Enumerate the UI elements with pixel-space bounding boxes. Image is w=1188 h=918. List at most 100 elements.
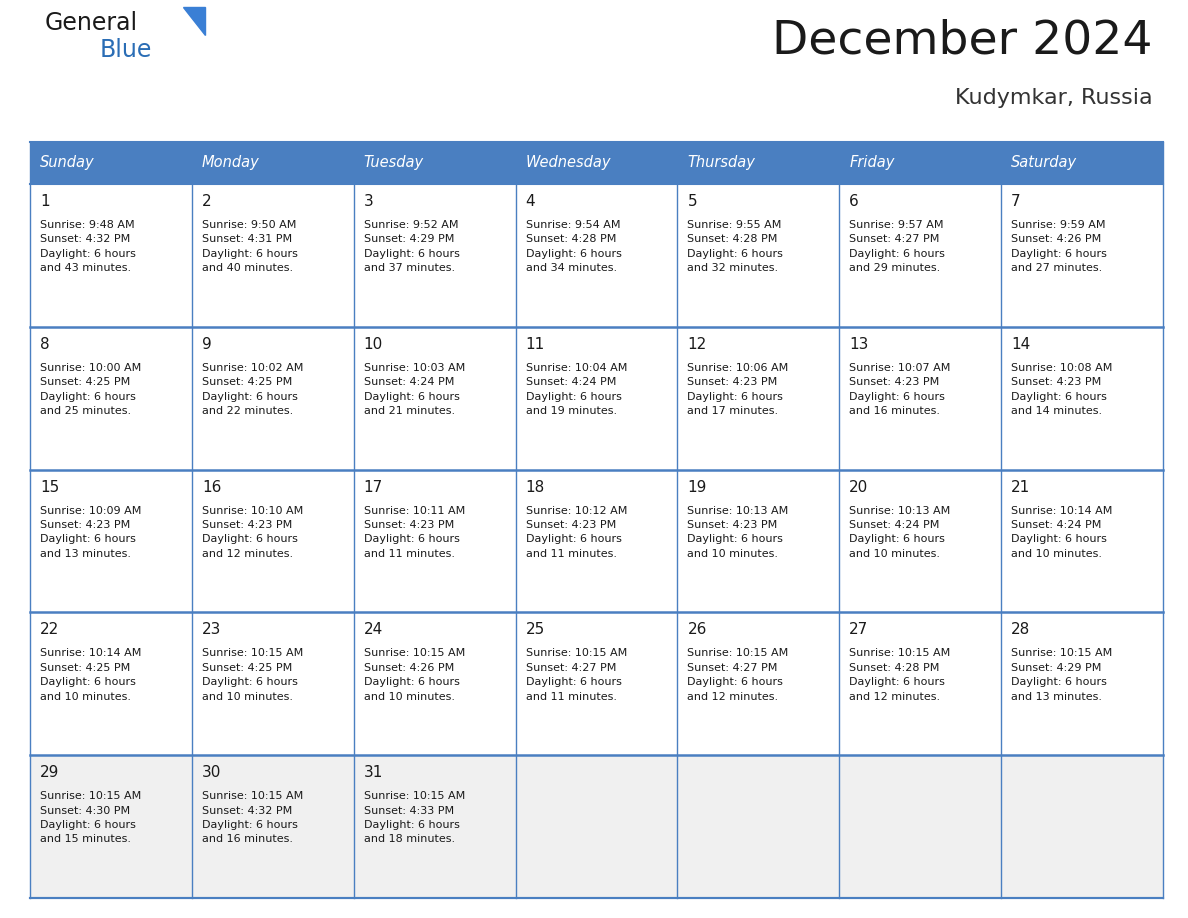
Text: Sunrise: 10:15 AM
Sunset: 4:25 PM
Daylight: 6 hours
and 10 minutes.: Sunrise: 10:15 AM Sunset: 4:25 PM Daylig… [202,648,303,701]
Text: 8: 8 [40,337,50,352]
Text: Sunrise: 9:54 AM
Sunset: 4:28 PM
Daylight: 6 hours
and 34 minutes.: Sunrise: 9:54 AM Sunset: 4:28 PM Dayligh… [525,220,621,274]
Text: 22: 22 [40,622,59,637]
Text: Sunrise: 10:09 AM
Sunset: 4:23 PM
Daylight: 6 hours
and 13 minutes.: Sunrise: 10:09 AM Sunset: 4:23 PM Daylig… [40,506,141,559]
Bar [30,612,191,756]
Bar [354,612,516,756]
Text: Sunrise: 10:14 AM
Sunset: 4:24 PM
Daylight: 6 hours
and 10 minutes.: Sunrise: 10:14 AM Sunset: 4:24 PM Daylig… [1011,506,1112,559]
Text: Sunrise: 10:12 AM
Sunset: 4:23 PM
Daylight: 6 hours
and 11 minutes.: Sunrise: 10:12 AM Sunset: 4:23 PM Daylig… [525,506,627,559]
Text: 19: 19 [688,479,707,495]
Bar [839,327,1001,470]
Text: 2: 2 [202,194,211,209]
Text: 5: 5 [688,194,697,209]
Text: 1: 1 [40,194,50,209]
Text: 21: 21 [1011,479,1030,495]
Bar [30,470,191,612]
Bar [516,756,677,898]
Bar [839,470,1001,612]
Text: Sunrise: 9:48 AM
Sunset: 4:32 PM
Daylight: 6 hours
and 43 minutes.: Sunrise: 9:48 AM Sunset: 4:32 PM Dayligh… [40,220,135,274]
Text: Sunrise: 9:52 AM
Sunset: 4:29 PM
Daylight: 6 hours
and 37 minutes.: Sunrise: 9:52 AM Sunset: 4:29 PM Dayligh… [364,220,460,274]
Text: 11: 11 [525,337,545,352]
Text: 16: 16 [202,479,221,495]
Bar [516,327,677,470]
Bar [516,612,677,756]
Text: Sunrise: 10:15 AM
Sunset: 4:32 PM
Daylight: 6 hours
and 16 minutes.: Sunrise: 10:15 AM Sunset: 4:32 PM Daylig… [202,791,303,845]
Text: Monday: Monday [202,155,260,171]
Text: 26: 26 [688,622,707,637]
Text: Sunrise: 10:07 AM
Sunset: 4:23 PM
Daylight: 6 hours
and 16 minutes.: Sunrise: 10:07 AM Sunset: 4:23 PM Daylig… [849,363,950,416]
Bar [30,327,191,470]
Text: Sunrise: 10:15 AM
Sunset: 4:33 PM
Daylight: 6 hours
and 18 minutes.: Sunrise: 10:15 AM Sunset: 4:33 PM Daylig… [364,791,465,845]
Bar [354,184,516,327]
Text: Sunrise: 10:10 AM
Sunset: 4:23 PM
Daylight: 6 hours
and 12 minutes.: Sunrise: 10:10 AM Sunset: 4:23 PM Daylig… [202,506,303,559]
Text: Kudymkar, Russia: Kudymkar, Russia [955,88,1154,108]
Bar [191,142,354,184]
Bar [354,470,516,612]
Text: Wednesday: Wednesday [525,155,611,171]
Text: General: General [45,11,138,35]
Text: Sunrise: 10:08 AM
Sunset: 4:23 PM
Daylight: 6 hours
and 14 minutes.: Sunrise: 10:08 AM Sunset: 4:23 PM Daylig… [1011,363,1112,416]
Text: Sunrise: 10:13 AM
Sunset: 4:23 PM
Daylight: 6 hours
and 10 minutes.: Sunrise: 10:13 AM Sunset: 4:23 PM Daylig… [688,506,789,559]
Text: 24: 24 [364,622,383,637]
Text: Sunrise: 10:00 AM
Sunset: 4:25 PM
Daylight: 6 hours
and 25 minutes.: Sunrise: 10:00 AM Sunset: 4:25 PM Daylig… [40,363,141,416]
Bar [354,327,516,470]
Text: Sunrise: 10:15 AM
Sunset: 4:26 PM
Daylight: 6 hours
and 10 minutes.: Sunrise: 10:15 AM Sunset: 4:26 PM Daylig… [364,648,465,701]
Text: Sunrise: 10:13 AM
Sunset: 4:24 PM
Daylight: 6 hours
and 10 minutes.: Sunrise: 10:13 AM Sunset: 4:24 PM Daylig… [849,506,950,559]
Bar [191,327,354,470]
Text: 28: 28 [1011,622,1030,637]
Bar [354,756,516,898]
Text: Tuesday: Tuesday [364,155,424,171]
Bar [191,470,354,612]
Bar [1001,327,1163,470]
Text: Sunrise: 10:03 AM
Sunset: 4:24 PM
Daylight: 6 hours
and 21 minutes.: Sunrise: 10:03 AM Sunset: 4:24 PM Daylig… [364,363,465,416]
Text: 6: 6 [849,194,859,209]
Text: Sunrise: 10:02 AM
Sunset: 4:25 PM
Daylight: 6 hours
and 22 minutes.: Sunrise: 10:02 AM Sunset: 4:25 PM Daylig… [202,363,303,416]
Bar [516,142,677,184]
Bar [677,184,839,327]
Text: 29: 29 [40,766,59,780]
Text: Sunrise: 9:50 AM
Sunset: 4:31 PM
Daylight: 6 hours
and 40 minutes.: Sunrise: 9:50 AM Sunset: 4:31 PM Dayligh… [202,220,298,274]
Text: Sunday: Sunday [40,155,95,171]
Bar [677,142,839,184]
Bar [30,184,191,327]
Text: 13: 13 [849,337,868,352]
Text: 18: 18 [525,479,545,495]
Bar [677,470,839,612]
Bar [839,142,1001,184]
Text: 20: 20 [849,479,868,495]
Bar [1001,612,1163,756]
Bar [191,612,354,756]
Text: Sunrise: 10:06 AM
Sunset: 4:23 PM
Daylight: 6 hours
and 17 minutes.: Sunrise: 10:06 AM Sunset: 4:23 PM Daylig… [688,363,789,416]
Text: 25: 25 [525,622,545,637]
Bar [354,142,516,184]
Bar [30,756,191,898]
Bar [839,184,1001,327]
Text: 10: 10 [364,337,383,352]
Text: Sunrise: 9:57 AM
Sunset: 4:27 PM
Daylight: 6 hours
and 29 minutes.: Sunrise: 9:57 AM Sunset: 4:27 PM Dayligh… [849,220,946,274]
Text: Sunrise: 10:15 AM
Sunset: 4:28 PM
Daylight: 6 hours
and 12 minutes.: Sunrise: 10:15 AM Sunset: 4:28 PM Daylig… [849,648,950,701]
Text: 15: 15 [40,479,59,495]
Bar [191,184,354,327]
Text: Sunrise: 10:14 AM
Sunset: 4:25 PM
Daylight: 6 hours
and 10 minutes.: Sunrise: 10:14 AM Sunset: 4:25 PM Daylig… [40,648,141,701]
Text: 4: 4 [525,194,536,209]
Bar [1001,470,1163,612]
Text: Sunrise: 10:04 AM
Sunset: 4:24 PM
Daylight: 6 hours
and 19 minutes.: Sunrise: 10:04 AM Sunset: 4:24 PM Daylig… [525,363,627,416]
Text: 17: 17 [364,479,383,495]
Bar [30,142,191,184]
Text: 31: 31 [364,766,383,780]
Polygon shape [183,7,206,35]
Text: Sunrise: 9:59 AM
Sunset: 4:26 PM
Daylight: 6 hours
and 27 minutes.: Sunrise: 9:59 AM Sunset: 4:26 PM Dayligh… [1011,220,1107,274]
Text: 12: 12 [688,337,707,352]
Text: Saturday: Saturday [1011,155,1078,171]
Bar [516,470,677,612]
Bar [1001,184,1163,327]
Bar [839,612,1001,756]
Text: Sunrise: 10:11 AM
Sunset: 4:23 PM
Daylight: 6 hours
and 11 minutes.: Sunrise: 10:11 AM Sunset: 4:23 PM Daylig… [364,506,465,559]
Bar [677,612,839,756]
Text: 27: 27 [849,622,868,637]
Bar [839,756,1001,898]
Text: Thursday: Thursday [688,155,756,171]
Text: 9: 9 [202,337,211,352]
Bar [191,756,354,898]
Text: December 2024: December 2024 [772,18,1154,63]
Bar [677,327,839,470]
